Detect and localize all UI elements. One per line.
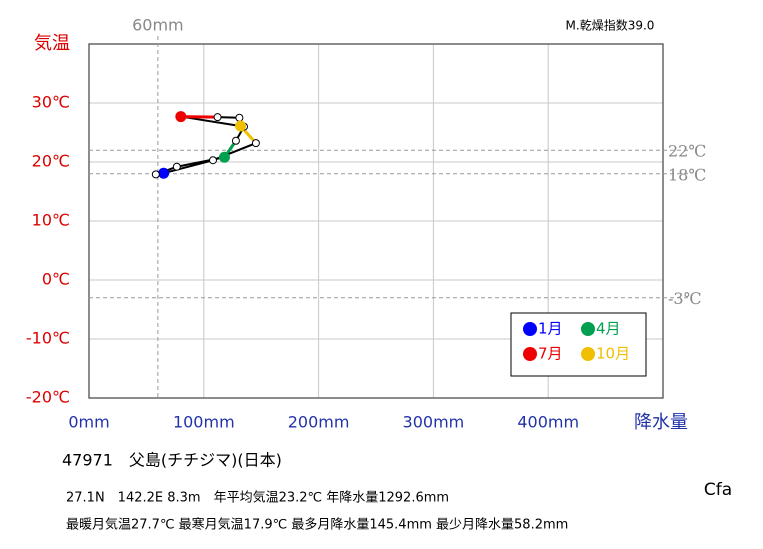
month-point	[158, 167, 170, 179]
month-point	[151, 170, 160, 179]
y-tick-label: -10℃	[26, 329, 70, 348]
legend-label: 4月	[596, 320, 621, 338]
month-segment	[163, 159, 214, 175]
y-tick-label: -20℃	[26, 388, 70, 407]
month-point	[251, 139, 260, 148]
reference-label: 60mm	[132, 16, 184, 35]
info-line: 最暖月気温27.7℃ 最寒月気温17.9℃ 最多月降水量145.4mm 最少月降…	[66, 517, 568, 533]
month-point	[213, 113, 222, 122]
reference-label: 18℃	[668, 165, 706, 184]
legend-swatch	[523, 322, 537, 336]
month-point	[231, 136, 240, 145]
y-axis-label: 気温	[34, 33, 70, 54]
month-segment	[180, 115, 218, 119]
climate-class: Cfa	[704, 480, 732, 500]
month-point	[175, 111, 187, 123]
reference-label: -3℃	[668, 289, 701, 308]
legend-swatch	[523, 347, 537, 361]
x-tick-label: 100mm	[173, 413, 235, 432]
x-axis-label: 降水量	[634, 412, 688, 433]
month-point	[235, 113, 244, 122]
legend-label: 10月	[596, 345, 630, 363]
legend-swatch	[581, 322, 595, 336]
legend-label: 7月	[538, 345, 563, 363]
month-point	[235, 120, 247, 132]
plot-frame	[88, 43, 664, 399]
month-point	[208, 156, 217, 165]
x-tick-label: 400mm	[517, 413, 579, 432]
month-point	[172, 162, 181, 171]
info-line: 27.1N 142.2E 8.3m 年平均気温23.2℃ 年降水量1292.6m…	[66, 490, 449, 506]
x-tick-label: 200mm	[288, 413, 350, 432]
legend-swatch	[581, 347, 595, 361]
y-tick-label: 20℃	[32, 152, 70, 171]
reference-label: 22℃	[668, 142, 706, 161]
y-tick-label: 0℃	[42, 270, 70, 289]
month-segment	[180, 115, 245, 128]
y-tick-label: 30℃	[32, 93, 70, 112]
month-point	[218, 151, 230, 163]
x-tick-label: 0mm	[68, 413, 109, 432]
legend-label: 1月	[538, 320, 563, 338]
top-note: M.乾燥指数39.0	[566, 18, 655, 33]
y-tick-label: 10℃	[32, 211, 70, 230]
station: 47971 父島(チチジマ)(日本)	[62, 451, 282, 470]
x-tick-label: 300mm	[403, 413, 465, 432]
